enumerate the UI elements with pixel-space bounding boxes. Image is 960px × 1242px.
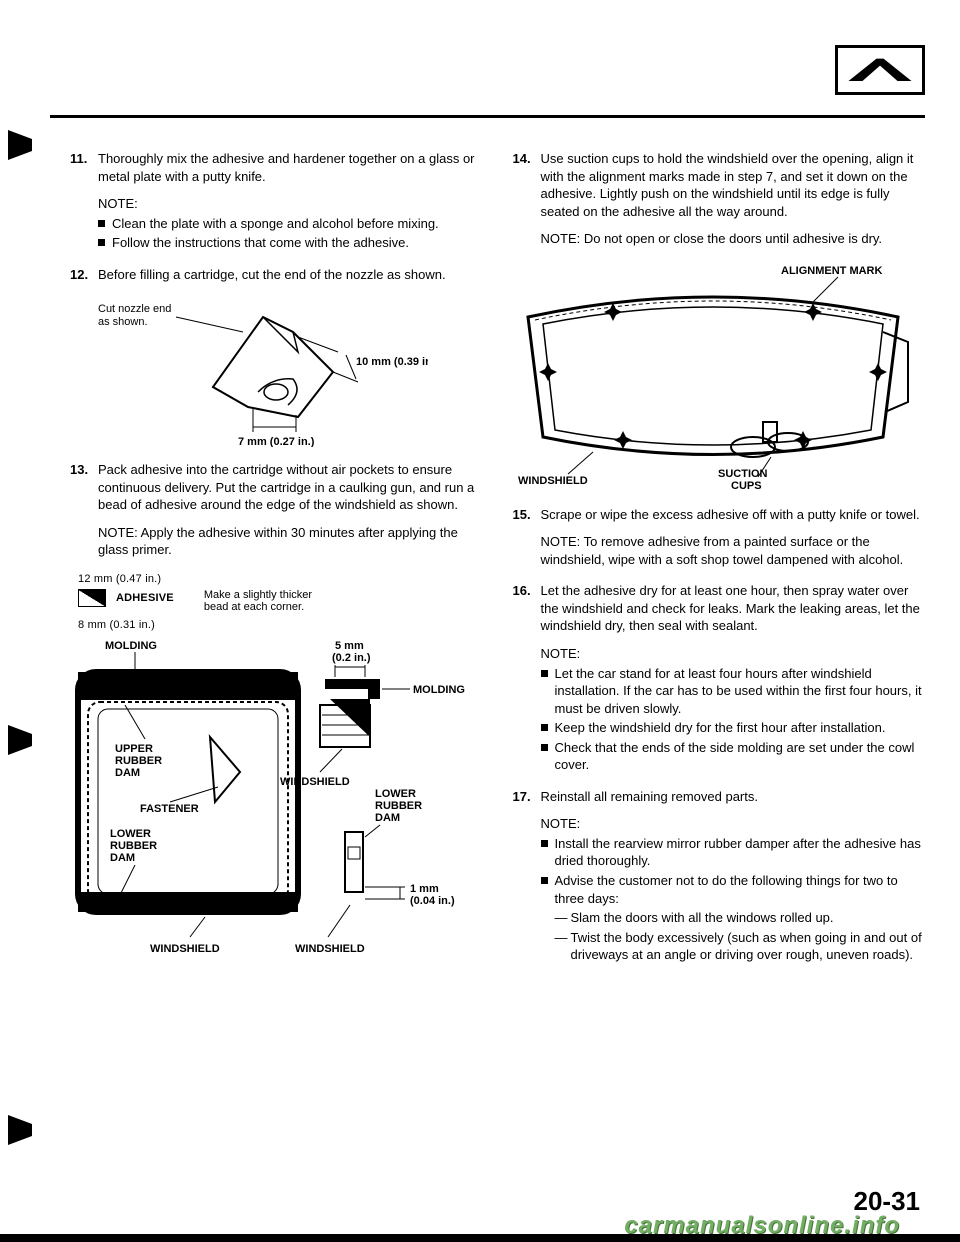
svg-text:LOWER: LOWER: [375, 788, 416, 800]
svg-text:DAM: DAM: [115, 767, 140, 779]
note-dash: Twist the body excessively (such as when…: [555, 929, 926, 964]
svg-text:WINDSHIELD: WINDSHIELD: [150, 943, 220, 955]
svg-text:MOLDING: MOLDING: [413, 684, 465, 696]
step-note: NOTE: To remove adhesive from a painted …: [541, 534, 904, 567]
figure-bead: 12 mm (0.47 in.) ADHESIVE Make a slightl…: [70, 573, 483, 967]
fig-dim: 7 mm (0.27 in.): [238, 436, 315, 447]
step-15: 15. Scrape or wipe the excess adhesive o…: [513, 506, 926, 569]
left-column: 11. Thoroughly mix the adhesive and hard…: [70, 150, 483, 981]
step-14: 14. Use suction cups to hold the windshi…: [513, 150, 926, 248]
svg-text:RUBBER: RUBBER: [375, 800, 422, 812]
note-label: NOTE:: [541, 646, 581, 661]
step-number: 14.: [513, 150, 531, 168]
manufacturer-logo: [835, 45, 925, 95]
header-rule: [50, 115, 925, 118]
svg-text:WINDSHIELD: WINDSHIELD: [280, 776, 350, 788]
svg-text:CUPS: CUPS: [731, 480, 762, 492]
step-number: 15.: [513, 506, 531, 524]
step-text: Reinstall all remaining removed parts.: [541, 789, 758, 804]
svg-text:UPPER: UPPER: [115, 743, 153, 755]
svg-text:ALIGNMENT MARK: ALIGNMENT MARK: [781, 265, 882, 277]
step-text: Thoroughly mix the adhesive and hardener…: [98, 151, 475, 184]
svg-text:WINDSHIELD: WINDSHIELD: [518, 475, 588, 487]
fig-label: Cut nozzle end: [98, 303, 171, 315]
fig-note: Make a slightly thicker bead at each cor…: [204, 589, 334, 613]
step-13: 13. Pack adhesive into the cartridge wit…: [70, 461, 483, 559]
step-text: Before filling a cartridge, cut the end …: [98, 267, 446, 282]
fig-dim: 8 mm (0.31 in.): [78, 619, 483, 631]
note-bullet: Follow the instructions that come with t…: [98, 234, 483, 252]
svg-text:RUBBER: RUBBER: [115, 755, 162, 767]
step-11: 11. Thoroughly mix the adhesive and hard…: [70, 150, 483, 252]
step-note: NOTE: Do not open or close the doors unt…: [541, 231, 883, 246]
step-12: 12. Before filling a cartridge, cut the …: [70, 266, 483, 284]
step-text: Pack adhesive into the cartridge without…: [98, 462, 474, 512]
step-text: Use suction cups to hold the windshield …: [541, 151, 914, 219]
step-text: Let the adhesive dry for at least one ho…: [541, 583, 920, 633]
svg-text:DAM: DAM: [110, 852, 135, 864]
step-note: NOTE: Apply the adhesive within 30 minut…: [98, 525, 458, 558]
svg-text:1 mm: 1 mm: [410, 883, 439, 895]
figure-nozzle: Cut nozzle end as shown. 10 mm (0.39 in.…: [98, 297, 483, 447]
svg-text:WINDSHIELD: WINDSHIELD: [295, 943, 365, 955]
step-text: Scrape or wipe the excess adhesive off w…: [541, 507, 920, 522]
fig-dim: 12 mm (0.47 in.): [78, 573, 483, 585]
svg-text:DAM: DAM: [375, 812, 400, 824]
bottom-bar: [0, 1234, 960, 1242]
svg-text:5 mm: 5 mm: [335, 640, 364, 652]
step-16: 16. Let the adhesive dry for at least on…: [513, 582, 926, 773]
note-bullet: Install the rearview mirror rubber dampe…: [541, 835, 926, 870]
svg-text:FASTENER: FASTENER: [140, 803, 199, 815]
binder-mark-bottom: [8, 1115, 32, 1145]
step-number: 13.: [70, 461, 88, 479]
fig-dim: 10 mm (0.39 in.): [356, 356, 428, 368]
content-columns: 11. Thoroughly mix the adhesive and hard…: [70, 150, 925, 981]
step-number: 16.: [513, 582, 531, 600]
svg-text:LOWER: LOWER: [110, 828, 151, 840]
note-bullet: Advise the customer not to do the follow…: [541, 872, 926, 907]
note-label: NOTE:: [98, 196, 138, 211]
binder-mark-mid: [8, 725, 32, 755]
note-dash: Slam the doors with all the windows roll…: [555, 909, 926, 927]
note-bullet: Let the car stand for at least four hour…: [541, 665, 926, 718]
note-bullet: Check that the ends of the side molding …: [541, 739, 926, 774]
step-17: 17. Reinstall all remaining removed part…: [513, 788, 926, 964]
step-number: 11.: [70, 150, 87, 168]
svg-text:(0.04 in.): (0.04 in.): [410, 895, 455, 907]
adhesive-legend: ADHESIVE: [78, 589, 174, 607]
note-bullet: Clean the plate with a sponge and alcoho…: [98, 215, 483, 233]
adhesive-swatch-icon: [78, 589, 106, 607]
svg-text:SUCTION: SUCTION: [718, 468, 768, 480]
note-bullet: Keep the windshield dry for the first ho…: [541, 719, 926, 737]
step-number: 12.: [70, 266, 88, 284]
binder-mark-top: [8, 130, 32, 160]
svg-text:RUBBER: RUBBER: [110, 840, 157, 852]
adhesive-label: ADHESIVE: [116, 592, 174, 604]
step-number: 17.: [513, 788, 531, 806]
figure-alignment: ALIGNMENT MARK SUCTIO: [513, 262, 926, 492]
svg-text:(0.2 in.): (0.2 in.): [332, 652, 371, 664]
right-column: 14. Use suction cups to hold the windshi…: [513, 150, 926, 981]
svg-text:MOLDING: MOLDING: [105, 640, 157, 652]
note-label: NOTE:: [541, 816, 581, 831]
svg-text:as shown.: as shown.: [98, 316, 148, 328]
